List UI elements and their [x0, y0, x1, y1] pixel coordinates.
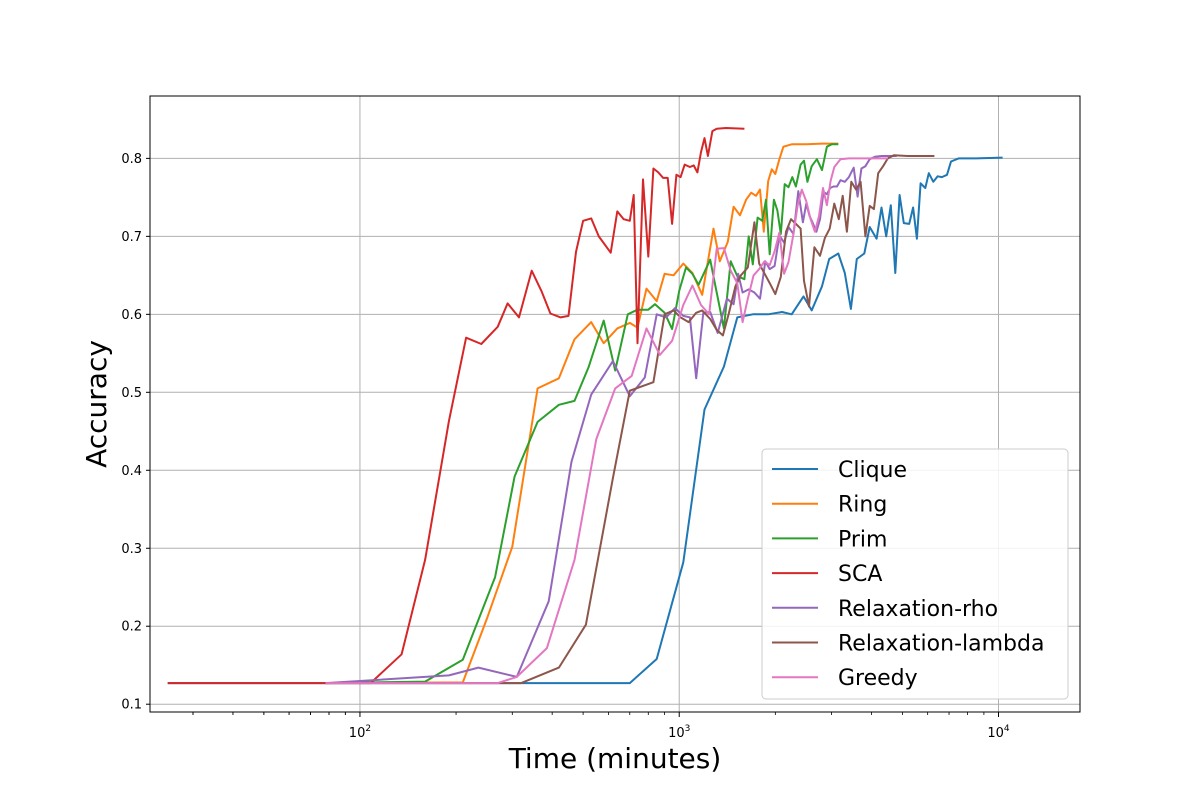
- x-tick-label: 102: [349, 724, 371, 741]
- legend-label: Ring: [838, 493, 887, 518]
- legend-label: Relaxation-lambda: [838, 632, 1044, 657]
- y-tick-label: 0.2: [121, 620, 142, 635]
- y-tick-label: 0.8: [121, 152, 142, 167]
- x-tick-label: 103: [668, 724, 690, 741]
- series-layer: [167, 127, 1003, 685]
- series-line-prim: [325, 143, 839, 685]
- legend-label: SCA: [838, 562, 882, 587]
- y-tick-label: 0.3: [121, 542, 142, 557]
- y-tick-label: 0.6: [121, 308, 142, 323]
- series-line-clique: [167, 156, 1003, 685]
- legend-box: [761, 448, 1069, 700]
- series-line-sca: [167, 127, 745, 685]
- x-tick-label: 104: [987, 724, 1010, 741]
- legend-label: Relaxation-rho: [838, 597, 998, 622]
- plot-area-frame: [149, 95, 1081, 713]
- series-line-greedy: [325, 157, 888, 685]
- y-axis-label: Accuracy: [80, 340, 113, 468]
- series-line-relaxation-rho: [325, 155, 897, 685]
- x-axis-label: Time (minutes): [508, 742, 722, 775]
- axis-ticks: 0.1 0.2 0.3 0.4 0.5 0.6 0.7 0.8 102 103 104: [121, 152, 1010, 741]
- y-tick-label: 0.4: [121, 464, 142, 479]
- y-tick-label: 0.7: [121, 230, 142, 245]
- legend-label: Prim: [838, 527, 887, 552]
- legend: Clique Ring Prim SCA Relaxation-rho Relaxatio…: [761, 448, 1069, 700]
- series-line-relaxation-lambda: [325, 154, 935, 685]
- legend-label: Greedy: [838, 666, 918, 691]
- y-tick-label: 0.1: [121, 698, 142, 713]
- y-tick-label: 0.5: [121, 386, 142, 401]
- series-line-ring: [325, 142, 839, 685]
- legend-label: Clique: [838, 458, 907, 483]
